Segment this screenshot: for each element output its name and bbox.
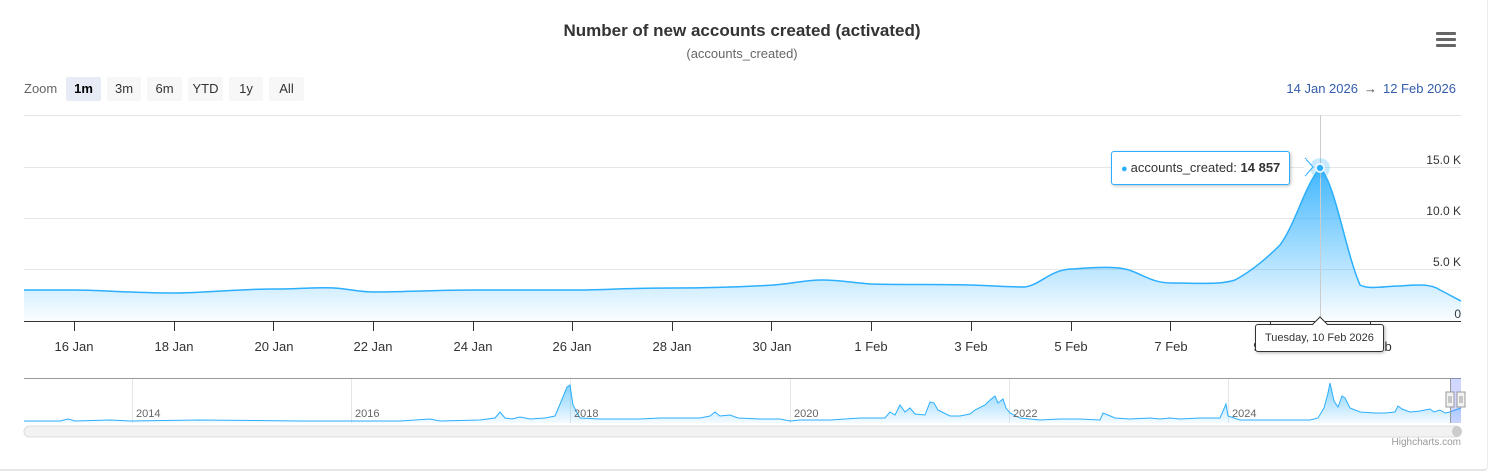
series-area (24, 168, 1461, 321)
range-arrow: → (1363, 81, 1377, 96)
svg-text:7 Feb: 7 Feb (1154, 339, 1187, 354)
zoom-button-6m[interactable]: 6m (147, 77, 182, 101)
x-axis-labels: 16 Jan 18 Jan 20 Jan 22 Jan 24 Jan 26 Ja… (54, 339, 1391, 354)
tooltip-value: 14 857 (1240, 160, 1281, 175)
crosshair-date-label: Tuesday, 10 Feb 2026 (1255, 324, 1384, 352)
svg-text:2020: 2020 (794, 408, 818, 420)
hover-point (1315, 163, 1325, 173)
svg-text:5.0 K: 5.0 K (1433, 255, 1461, 269)
svg-text:3 Feb: 3 Feb (954, 339, 987, 354)
y-gridlines (24, 115, 1461, 270)
svg-text:28 Jan: 28 Jan (652, 339, 691, 354)
zoom-button-1m[interactable]: 1m (66, 77, 101, 101)
navigator-scrollbar[interactable] (23, 425, 1462, 438)
zoom-button-1y[interactable]: 1y (229, 77, 263, 101)
svg-text:22 Jan: 22 Jan (353, 339, 392, 354)
series-dot-icon: ● (1121, 163, 1128, 175)
navigator-handle-right (1456, 391, 1466, 408)
range-to-input[interactable]: 12 Feb 2026 (1382, 81, 1456, 96)
svg-text:2016: 2016 (355, 408, 379, 420)
x-axis-ticks (74, 322, 1371, 331)
svg-text:10.0 K: 10.0 K (1426, 204, 1461, 218)
navigator[interactable]: 2014 2016 2018 2020 2022 2024 (24, 378, 1466, 423)
svg-text:5 Feb: 5 Feb (1054, 339, 1087, 354)
svg-text:2024: 2024 (1232, 408, 1256, 420)
svg-text:16 Jan: 16 Jan (54, 339, 93, 354)
svg-text:15.0 K: 15.0 K (1426, 153, 1461, 167)
svg-text:20 Jan: 20 Jan (254, 339, 293, 354)
highcharts-credits-link[interactable]: Highcharts.com (1391, 437, 1461, 448)
navigator-handle-left (1445, 391, 1455, 408)
svg-text:18 Jan: 18 Jan (154, 339, 193, 354)
scrollbar-thumb (1452, 426, 1462, 437)
hamburger-menu-icon[interactable] (1436, 32, 1456, 48)
point-tooltip: ● accounts_created: 14 857 (1111, 151, 1291, 185)
svg-text:1 Feb: 1 Feb (854, 339, 887, 354)
zoom-button-all[interactable]: All (269, 77, 304, 101)
svg-text:24 Jan: 24 Jan (453, 339, 492, 354)
tooltip-series-name: accounts_created (1130, 160, 1234, 175)
tooltip-separator: : (1233, 160, 1241, 175)
navigator-selection (1450, 378, 1461, 423)
zoom-label: Zoom (24, 81, 58, 96)
chart-subtitle: (accounts_created) (686, 46, 798, 61)
svg-text:2022: 2022 (1013, 408, 1037, 420)
svg-text:26 Jan: 26 Jan (552, 339, 591, 354)
range-from-input[interactable]: 14 Jan 2026 (1286, 81, 1358, 96)
svg-text:30 Jan: 30 Jan (752, 339, 791, 354)
svg-text:2018: 2018 (574, 408, 598, 420)
y-axis-labels: 15.0 K 10.0 K 5.0 K 0 (1426, 153, 1461, 321)
date-range: 14 Jan 2026 → 12 Feb 2026 (1286, 81, 1456, 96)
svg-text:2014: 2014 (136, 408, 160, 420)
zoom-button-3m[interactable]: 3m (107, 77, 141, 101)
zoom-button-ytd[interactable]: YTD (188, 77, 223, 101)
chart-title: Number of new accounts created (activate… (563, 21, 921, 40)
